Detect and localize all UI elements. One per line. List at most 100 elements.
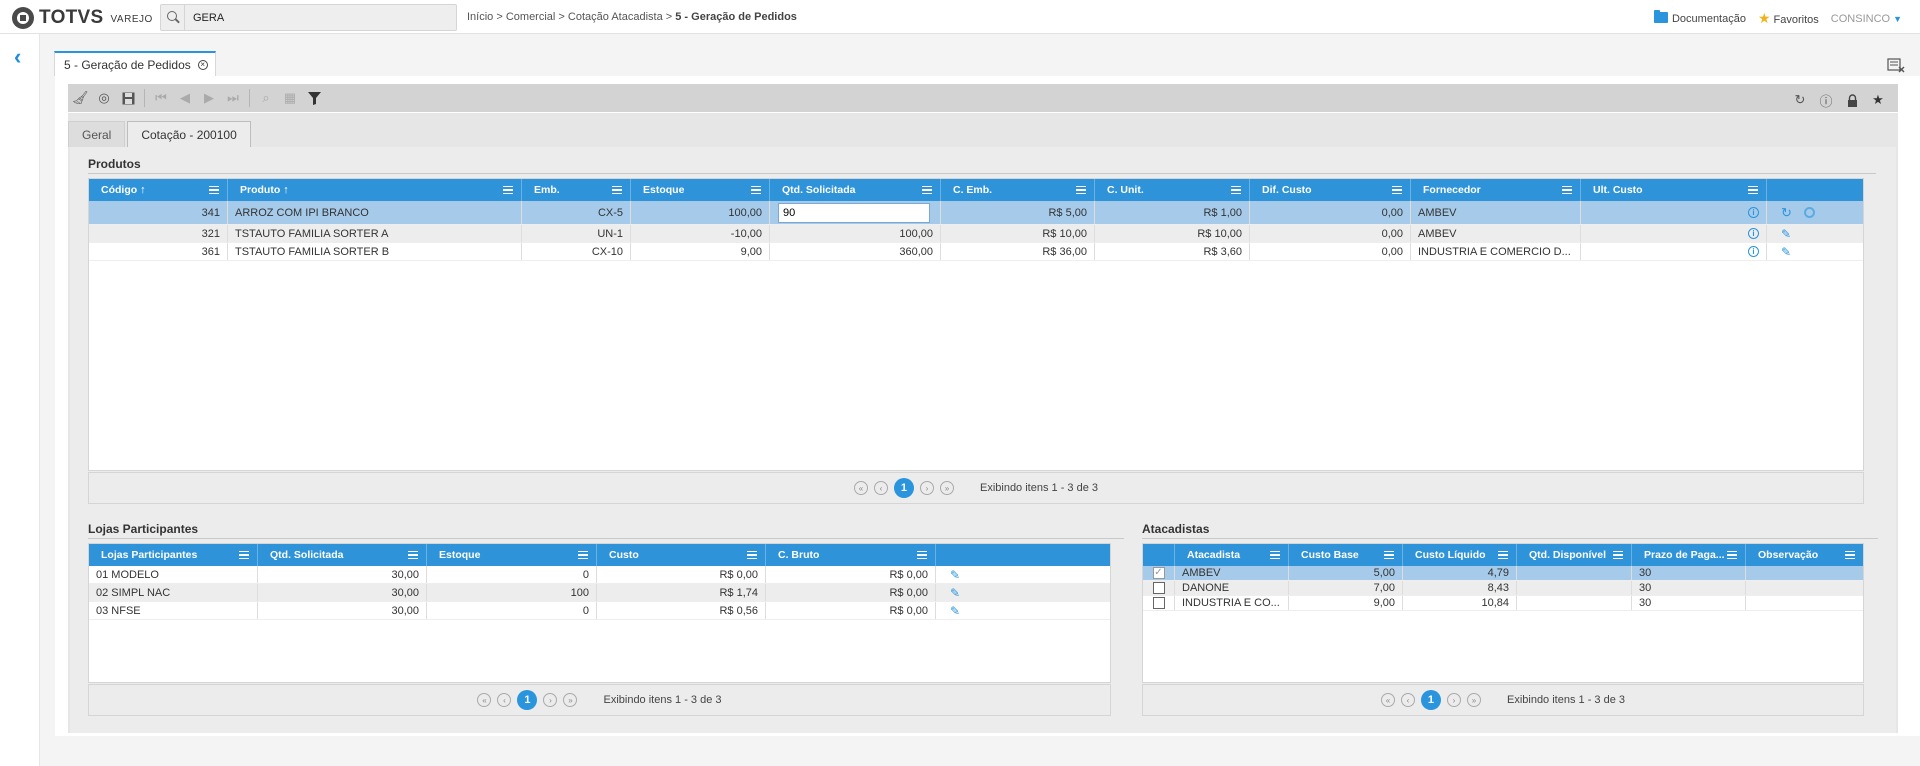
pencil-icon[interactable]: ✎	[950, 585, 961, 600]
pencil-icon[interactable]: ✎	[1781, 226, 1792, 241]
column-menu-icon[interactable]	[1231, 186, 1241, 194]
current-page-button[interactable]: 1	[517, 690, 538, 710]
cell-qtd-solicitada[interactable]: 30,00	[258, 566, 427, 583]
broom-icon[interactable]: 🧹︎	[71, 90, 89, 105]
back-arrow-icon[interactable]: ‹	[14, 44, 22, 69]
cell-qtd-solicitada[interactable]: 30,00	[258, 602, 427, 619]
close-tab-icon[interactable]: ×	[197, 59, 208, 70]
cell-qtd-solicitada[interactable]: 100,00	[770, 225, 941, 242]
column-menu-icon[interactable]	[1845, 551, 1855, 559]
info-icon[interactable]: i	[1748, 207, 1759, 218]
column-menu-icon[interactable]	[1748, 186, 1758, 194]
table-row[interactable]: 02 SIMPL NAC 30,00 100 R$ 1,74 R$ 0,00 ✎	[89, 584, 1110, 602]
user-menu[interactable]: CONSINCO ▼	[1831, 13, 1902, 25]
col-header-fornecedor[interactable]: Fornecedor	[1411, 179, 1581, 201]
breadcrumb-inicio[interactable]: Início	[467, 11, 494, 23]
last-record-icon[interactable]: ⏭︎	[227, 90, 239, 105]
column-menu-icon[interactable]	[503, 186, 513, 194]
col-header-produto[interactable]: Produto ↑	[228, 179, 522, 201]
table-row[interactable]: INDUSTRIA E CO... 9,00 10,84 30	[1143, 596, 1863, 611]
refresh-row-icon[interactable]: ↻	[1781, 204, 1792, 220]
column-menu-icon[interactable]	[578, 551, 588, 559]
col-header-dif-custo[interactable]: Dif. Custo	[1250, 179, 1411, 201]
column-menu-icon[interactable]	[612, 186, 622, 194]
col-header-custo-liquido[interactable]: Custo Líquido	[1403, 544, 1517, 566]
tab-cotacao[interactable]: Cotação - 200100	[127, 121, 251, 147]
tab-geral[interactable]: Geral	[68, 121, 126, 147]
clear-filters-icon[interactable]	[1887, 57, 1905, 73]
cell-qtd-solicitada[interactable]: 30,00	[258, 584, 427, 601]
col-header-lojas[interactable]: Lojas Participantes	[89, 544, 258, 566]
column-menu-icon[interactable]	[1727, 551, 1737, 559]
info-icon[interactable]: i	[1748, 228, 1759, 239]
breadcrumb-comercial[interactable]: Comercial	[505, 11, 556, 23]
column-menu-icon[interactable]	[751, 186, 761, 194]
column-menu-icon[interactable]	[747, 551, 757, 559]
pencil-icon[interactable]: ✎	[950, 567, 961, 582]
col-header-select[interactable]	[1143, 544, 1175, 566]
search-icon[interactable]	[161, 5, 185, 30]
breadcrumb-cotacao[interactable]: Cotação Atacadista	[567, 11, 663, 23]
last-page-icon[interactable]: »	[939, 481, 954, 495]
column-menu-icon[interactable]	[1392, 186, 1402, 194]
col-header-codigo[interactable]: Código ↑	[89, 179, 228, 201]
column-menu-icon[interactable]	[922, 186, 932, 194]
checkbox[interactable]	[1152, 582, 1165, 594]
prev-page-icon[interactable]: ‹	[873, 481, 888, 495]
table-row[interactable]: 361 TSTAUTO FAMILIA SORTER B CX-10 9,00 …	[89, 243, 1863, 261]
column-menu-icon[interactable]	[1270, 551, 1280, 559]
last-page-icon[interactable]: »	[1466, 693, 1481, 707]
table-row[interactable]: DANONE 7,00 8,43 30	[1143, 581, 1863, 596]
tab-geracao-pedidos[interactable]: 5 - Geração de Pedidos ×	[54, 51, 216, 76]
favorite-star-icon[interactable]: ★	[1872, 92, 1884, 107]
prev-page-icon[interactable]: ‹	[1400, 693, 1415, 707]
target-icon[interactable]: ◎	[98, 90, 110, 105]
col-header-c-bruto[interactable]: C. Bruto	[766, 544, 936, 566]
column-menu-icon[interactable]	[408, 551, 418, 559]
info-icon[interactable]: i	[1748, 246, 1759, 257]
table-row[interactable]: 341 ARROZ COM IPI BRANCO CX-5 100,00 R$ …	[89, 201, 1863, 225]
col-header-emb[interactable]: Emb.	[522, 179, 631, 201]
table-row[interactable]: 03 NFSE 30,00 0 R$ 0,56 R$ 0,00 ✎	[89, 602, 1110, 620]
table-row[interactable]: 01 MODELO 30,00 0 R$ 0,00 R$ 0,00 ✎	[89, 566, 1110, 584]
documentation-link[interactable]: Documentação	[1653, 10, 1746, 25]
column-menu-icon[interactable]	[1613, 551, 1623, 559]
favorites-link[interactable]: ★ Favoritos	[1758, 10, 1819, 27]
next-page-icon[interactable]: ›	[1446, 693, 1461, 707]
col-header-c-unit[interactable]: C. Unit.	[1095, 179, 1250, 201]
col-header-atacadista[interactable]: Atacadista	[1175, 544, 1289, 566]
current-page-button[interactable]: 1	[1420, 690, 1441, 710]
first-page-icon[interactable]: «	[477, 693, 492, 707]
first-page-icon[interactable]: «	[1380, 693, 1395, 707]
checkbox-checked[interactable]: ✓	[1152, 567, 1165, 579]
refresh-icon[interactable]: ↻	[1794, 92, 1806, 107]
qtd-solicitada-input[interactable]	[778, 202, 930, 223]
next-page-icon[interactable]: ›	[919, 481, 934, 495]
col-header-estoque[interactable]: Estoque	[427, 544, 597, 566]
col-header-observacao[interactable]: Observação	[1746, 544, 1863, 566]
next-page-icon[interactable]: ›	[543, 693, 558, 707]
col-header-ult-custo[interactable]: Ult. Custo	[1581, 179, 1767, 201]
column-menu-icon[interactable]	[917, 551, 927, 559]
column-menu-icon[interactable]	[1498, 551, 1508, 559]
search-record-icon[interactable]: ⌕	[262, 90, 270, 105]
column-menu-icon[interactable]	[1076, 186, 1086, 194]
column-menu-icon[interactable]	[1384, 551, 1394, 559]
lock-icon[interactable]	[1840, 88, 1864, 112]
first-page-icon[interactable]: «	[853, 481, 868, 495]
column-menu-icon[interactable]	[209, 186, 219, 194]
last-page-icon[interactable]: »	[563, 693, 578, 707]
next-record-icon[interactable]: ▶︎	[204, 90, 214, 105]
save-icon[interactable]	[116, 86, 140, 110]
column-menu-icon[interactable]	[1562, 186, 1572, 194]
table-row[interactable]: ✓ AMBEV 5,00 4,79 30	[1143, 566, 1863, 581]
first-record-icon[interactable]: ⏮︎	[155, 90, 167, 105]
pencil-icon[interactable]: ✎	[950, 603, 961, 618]
checkbox[interactable]	[1152, 597, 1165, 609]
previous-record-icon[interactable]: ◀︎	[180, 90, 190, 105]
col-header-custo-base[interactable]: Custo Base	[1289, 544, 1403, 566]
help-icon[interactable]: ⓘ	[1819, 93, 1833, 109]
col-header-estoque[interactable]: Estoque	[631, 179, 770, 201]
current-page-button[interactable]: 1	[893, 478, 914, 498]
totvs-logo[interactable]: TOTVS VAREJO	[12, 7, 153, 29]
